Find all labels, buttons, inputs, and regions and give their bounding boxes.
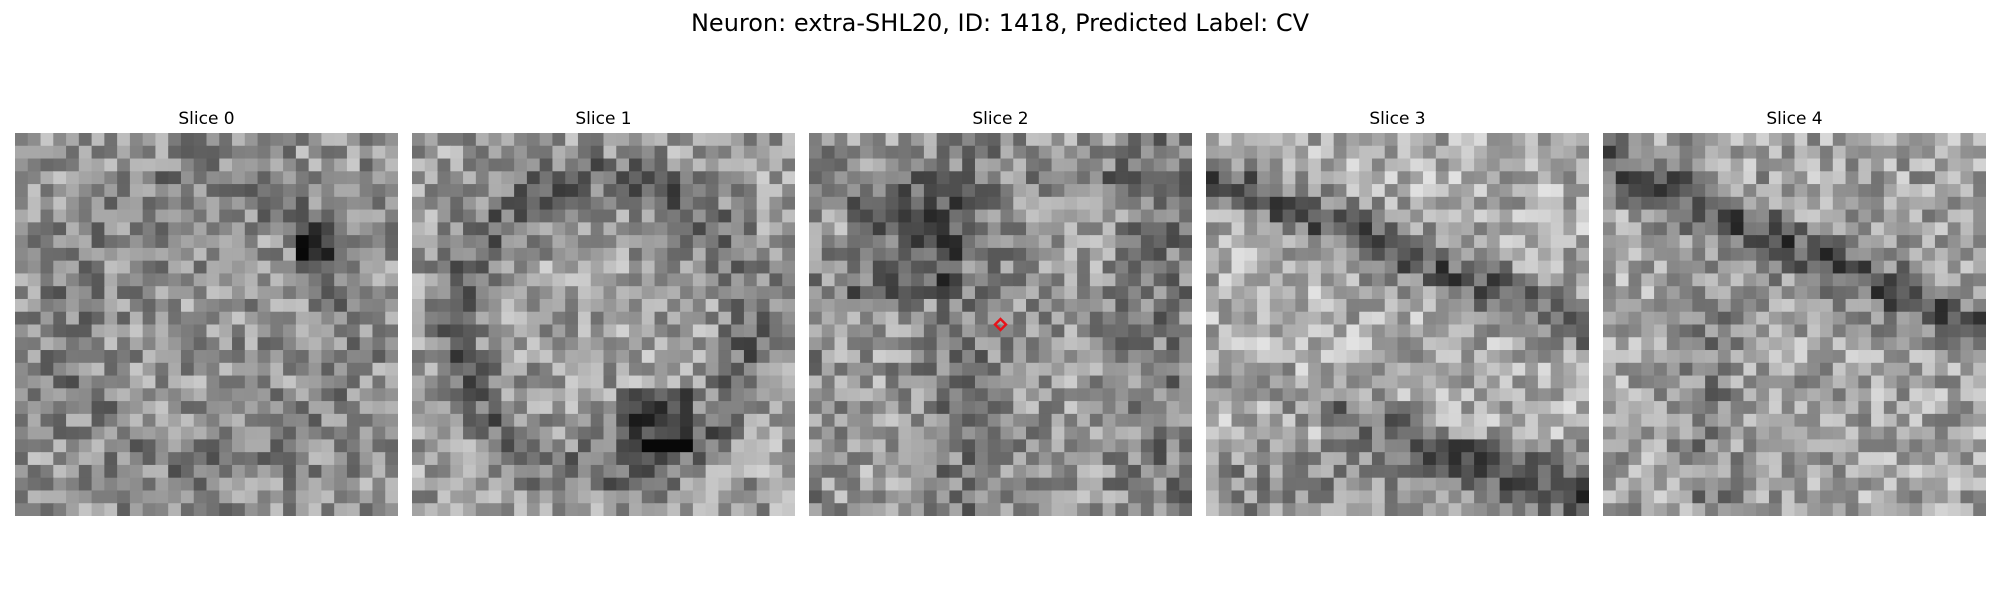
slice-panel-1: Slice 1 [412,108,795,516]
slice-panel-3: Slice 3 [1206,108,1589,516]
slice-title: Slice 1 [575,109,632,129]
slice-panel-0: Slice 0 [15,108,398,516]
slice-image [412,133,795,516]
figure-title: Neuron: extra-SHL20, ID: 1418, Predicted… [690,9,1310,37]
slice-pixel-grid [809,133,1192,516]
slice-title: Slice 3 [1369,109,1426,129]
slice-pixel-grid [15,133,398,516]
slice-title: Slice 4 [1766,109,1823,129]
slice-image [1603,133,1986,516]
center-marker-icon [993,317,1008,332]
slice-image [1206,133,1589,516]
slice-panel-2: Slice 2 [809,108,1192,516]
slice-title: Slice 0 [178,109,235,129]
slice-title: Slice 2 [972,109,1029,129]
slice-image [809,133,1192,516]
slice-panel-4: Slice 4 [1603,108,1986,516]
slice-pixel-grid [412,133,795,516]
slice-pixel-grid [1206,133,1589,516]
slice-pixel-grid [1603,133,1986,516]
slice-image [15,133,398,516]
